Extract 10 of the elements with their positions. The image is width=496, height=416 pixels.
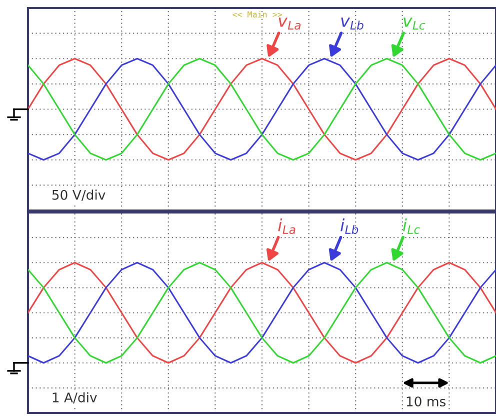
series-label: i$_{Lc}$ xyxy=(402,218,420,234)
series-label: v$_{Lc}$ xyxy=(404,18,426,30)
series-label: v$_{La}$ xyxy=(278,18,301,30)
text: 1 A/div xyxy=(52,392,97,404)
series-label: v$_{Lb}$ xyxy=(341,18,364,30)
chart-title: << Main >> xyxy=(232,11,282,18)
text: 10 ms xyxy=(406,396,446,406)
series-label: i$_{Lb}$ xyxy=(340,218,358,234)
series-label: i$_{La}$ xyxy=(278,218,296,234)
text: 50 V/div xyxy=(52,190,106,201)
